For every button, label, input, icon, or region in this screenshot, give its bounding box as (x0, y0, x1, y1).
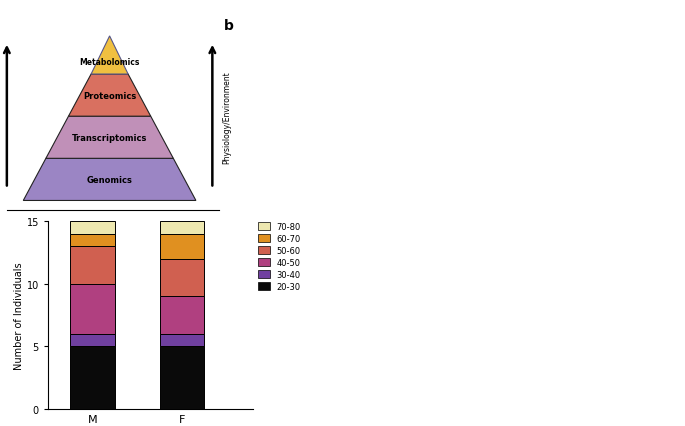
Bar (71, 247, 115, 284)
Bar (160, 296, 204, 334)
Bar (160, 334, 204, 346)
Bar (71, 334, 115, 346)
Text: Metabolomics: Metabolomics (79, 58, 140, 67)
Legend: 70-80, 60-70, 50-60, 40-50, 30-40, 20-30: 70-80, 60-70, 50-60, 40-50, 30-40, 20-30 (258, 222, 302, 292)
Bar (160, 234, 204, 259)
Bar (160, 346, 204, 409)
Polygon shape (68, 75, 151, 117)
Bar (160, 222, 204, 234)
Text: Transcriptomics: Transcriptomics (72, 133, 147, 142)
Polygon shape (46, 117, 173, 159)
Polygon shape (91, 37, 128, 75)
Text: Proteomics: Proteomics (83, 92, 136, 101)
Text: Genomics: Genomics (87, 176, 132, 184)
Bar (71, 284, 115, 334)
Polygon shape (23, 159, 196, 201)
Y-axis label: Number of Individuals: Number of Individuals (14, 262, 24, 369)
Bar (71, 222, 115, 234)
Bar (160, 259, 204, 296)
Text: b: b (224, 19, 234, 33)
Text: Physiology/Environment: Physiology/Environment (222, 71, 232, 163)
Bar (71, 346, 115, 409)
Bar (71, 234, 115, 247)
